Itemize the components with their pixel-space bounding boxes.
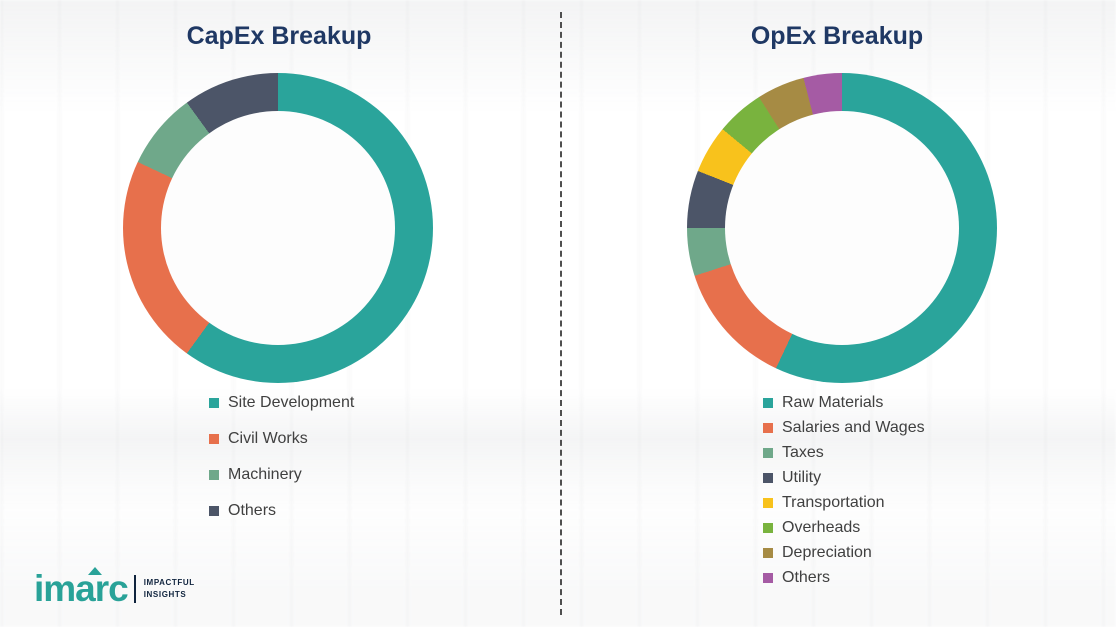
legend-swatch [763,498,773,508]
legend-label: Depreciation [782,544,872,561]
legend-item: Overheads [763,519,925,537]
legend-swatch [209,398,219,408]
legend-item: Raw Materials [763,394,925,412]
legend-label: Overheads [782,519,861,536]
legend-label: Site Development [228,394,355,411]
center-dashed-divider [560,12,562,615]
legend-label: Taxes [782,444,824,461]
legend-label: Utility [782,469,822,486]
legend-swatch [763,548,773,558]
legend-item: Depreciation [763,544,925,562]
legend-item: Utility [763,469,925,487]
legend-item: Others [763,569,925,587]
opex-legend: Raw Materials Salaries and Wages Taxes Util… [763,394,925,594]
legend-item: Others [209,502,354,520]
legend-swatch [209,470,219,480]
legend-swatch [763,398,773,408]
legend-label: Machinery [228,466,302,483]
legend-swatch [763,573,773,583]
imarc-wordmark-text: imarc [34,568,129,609]
imarc-tagline: IMPACTFUL INSIGHTS [144,577,195,599]
legend-item: Salaries and Wages [763,419,925,437]
imarc-logo-accent-icon [87,567,102,575]
legend-swatch [763,473,773,483]
legend-swatch [209,506,219,516]
imarc-logo: imarc IMPACTFUL INSIGHTS [34,567,195,609]
legend-item: Taxes [763,444,925,462]
capex-chart-title: CapEx Breakup [186,22,372,50]
legend-item: Civil Works [209,430,354,448]
legend-label: Transportation [782,494,885,511]
legend-swatch [209,434,219,444]
legend-label: Others [782,569,831,586]
legend-label: Raw Materials [782,394,884,411]
legend-item: Transportation [763,494,925,512]
opex-donut-chart [687,73,997,383]
opex-chart-title: OpEx Breakup [750,22,924,50]
imarc-wordmark: imarc [34,567,129,609]
legend-label: Others [228,502,277,519]
logo-divider [133,574,136,603]
legend-label: Civil Works [228,430,308,447]
tagline-line-1: IMPACTFUL [143,578,195,588]
legend-item: Machinery [209,466,354,484]
legend-swatch [763,423,773,433]
legend-item: Site Development [209,394,354,412]
tagline-line-2: INSIGHTS [143,589,187,599]
legend-swatch [763,448,773,458]
capex-legend: Site Development Civil Works Machinery Othe… [209,394,354,538]
capex-donut-chart [123,73,433,383]
legend-label: Salaries and Wages [782,419,925,436]
legend-swatch [763,523,773,533]
